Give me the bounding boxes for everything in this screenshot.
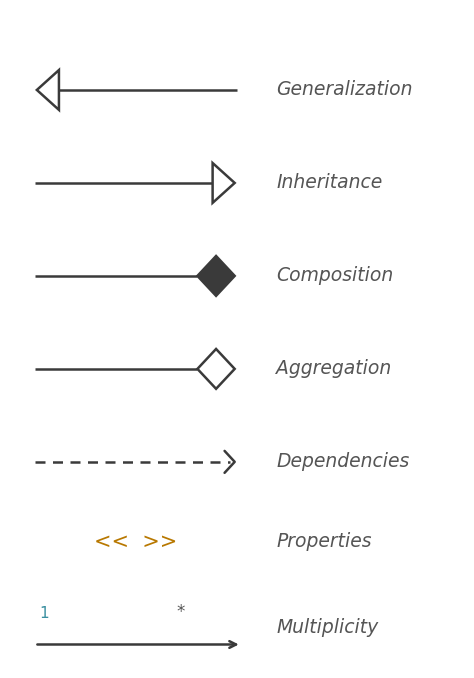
Polygon shape [213, 163, 235, 203]
Polygon shape [198, 256, 235, 296]
Polygon shape [198, 349, 235, 388]
Text: Multiplicity: Multiplicity [276, 618, 378, 637]
Text: 1: 1 [39, 606, 49, 621]
Text: Generalization: Generalization [276, 81, 412, 100]
Text: Dependencies: Dependencies [276, 452, 410, 471]
Text: Composition: Composition [276, 266, 393, 285]
Text: *: * [176, 603, 184, 621]
Text: Inheritance: Inheritance [276, 174, 383, 193]
Text: Aggregation: Aggregation [276, 359, 392, 378]
Text: Properties: Properties [276, 532, 372, 551]
Text: <<  >>: << >> [94, 532, 177, 552]
